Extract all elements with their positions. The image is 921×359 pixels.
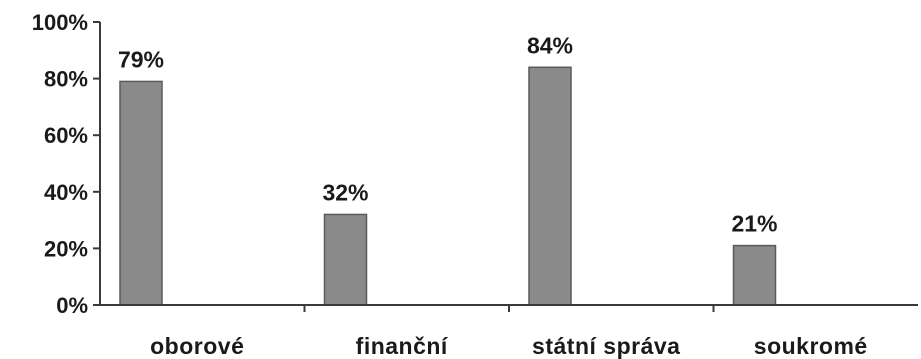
y-tick-label-5: 100% bbox=[32, 10, 88, 35]
data-label-4: 21% bbox=[731, 211, 777, 237]
category-label-1: oborové bbox=[150, 333, 244, 359]
y-tick-label-4: 80% bbox=[44, 67, 88, 92]
bars-group bbox=[119, 66, 777, 306]
bar-4 bbox=[732, 244, 777, 306]
data-label-3: 84% bbox=[527, 32, 573, 58]
data-label-2: 32% bbox=[322, 179, 368, 205]
y-tick-label-1: 20% bbox=[44, 236, 88, 261]
y-tick-label-2: 40% bbox=[44, 180, 88, 205]
y-tick-label-3: 60% bbox=[44, 123, 88, 148]
bar-2 bbox=[323, 213, 368, 306]
bar-3 bbox=[528, 66, 572, 306]
category-label-4: soukromé bbox=[754, 333, 868, 359]
labels-group: 79% oborové 32% finanční 84% státní správa 21%… bbox=[32, 10, 868, 359]
bar-1 bbox=[119, 80, 163, 306]
category-label-2: finanční bbox=[356, 333, 449, 359]
category-label-3: státní správa bbox=[532, 333, 680, 359]
y-tick-label-0: 0% bbox=[56, 293, 88, 318]
data-label-1: 79% bbox=[118, 46, 164, 72]
axes-group bbox=[93, 21, 918, 312]
